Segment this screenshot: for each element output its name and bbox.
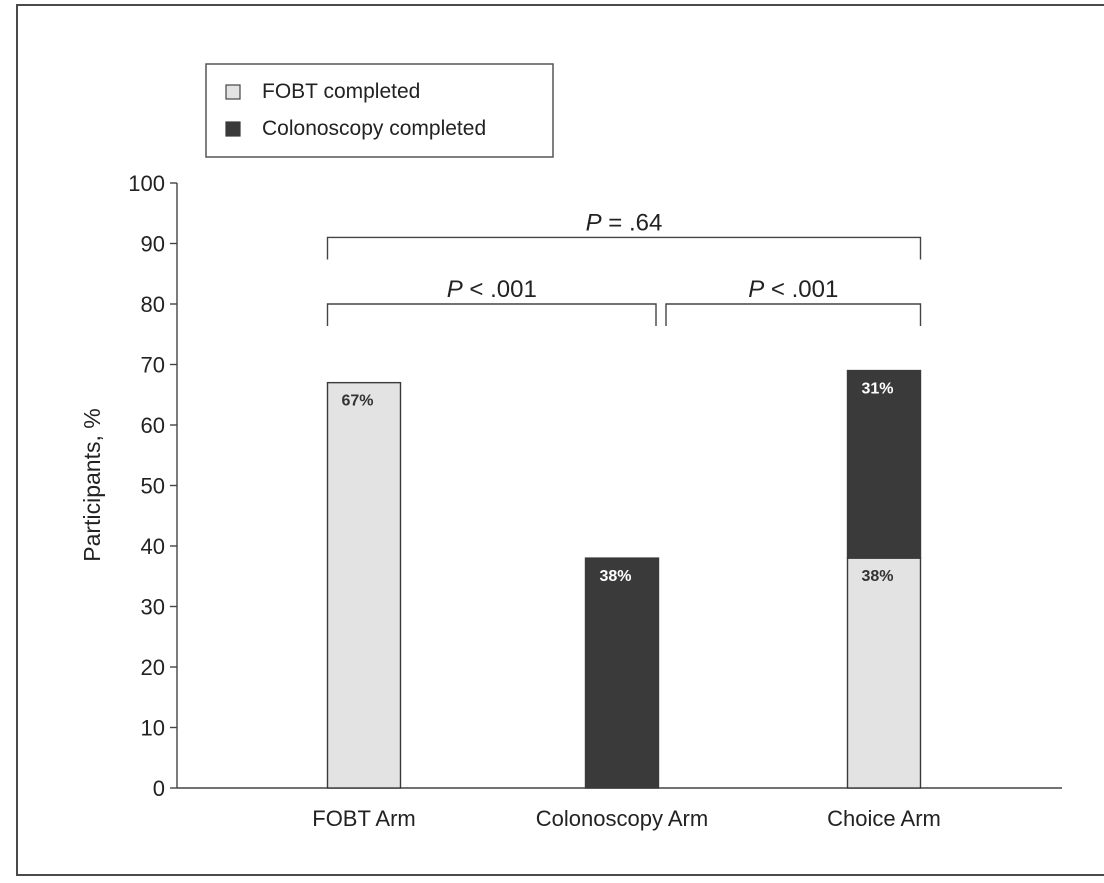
y-axis-label: Participants, % (79, 408, 105, 561)
p-operator: < (463, 276, 490, 303)
bar-data-label: 38% (600, 568, 632, 585)
y-tick-label: 90 (141, 232, 165, 257)
p-value: .001 (792, 276, 839, 303)
bar-data-label: 67% (342, 393, 374, 410)
p-symbol: P (586, 209, 602, 236)
y-ticks: 0 10 20 30 40 50 60 70 80 90 100 (128, 171, 177, 801)
y-tick-label: 60 (141, 413, 165, 438)
bar-segment (846, 557, 922, 789)
p-value-label: P = .64 (586, 209, 663, 236)
legend-box (205, 63, 554, 158)
bar-data-label: 31% (862, 381, 894, 398)
legend-swatch-colonoscopy (225, 121, 241, 137)
y-tick-label: 40 (141, 534, 165, 559)
bar-segment (584, 557, 660, 789)
p-symbol: P (447, 276, 463, 303)
figure-frame (16, 4, 1104, 876)
y-tick-label: 100 (128, 171, 165, 196)
bar-data-label: 38% (862, 568, 894, 585)
significance-bracket (665, 303, 922, 326)
legend-swatch-fobt (225, 84, 241, 100)
bars: 67% 38% 38% 31% (326, 369, 922, 789)
y-tick-label: 50 (141, 474, 165, 499)
x-tick-label: Colonoscopy Arm (536, 806, 708, 831)
y-tick-label: 70 (141, 353, 165, 378)
significance-brackets: P = .64P < .001 P < .001 (326, 209, 922, 326)
y-tick-label: 20 (141, 655, 165, 680)
significance-bracket (326, 303, 657, 326)
y-tick-label: 0 (153, 776, 165, 801)
y-tick-label: 30 (141, 595, 165, 620)
p-value: .64 (629, 209, 662, 236)
legend-label-fobt: FOBT completed (262, 80, 420, 103)
p-symbol: P (748, 276, 764, 303)
bar-segment (846, 369, 922, 559)
bar-segment (326, 381, 402, 789)
legend-label-colonoscopy: Colonoscopy completed (262, 117, 486, 140)
p-operator: = (602, 209, 629, 236)
p-operator: < (764, 276, 791, 303)
x-tick-label: FOBT Arm (312, 806, 416, 831)
x-tick-labels: FOBT Arm Colonoscopy Arm Choice Arm (312, 806, 941, 831)
legend: FOBT completed Colonoscopy completed (205, 63, 554, 158)
y-tick-label: 80 (141, 292, 165, 317)
p-value: .001 (490, 276, 537, 303)
p-value-label: P < .001 (748, 276, 838, 303)
significance-bracket (326, 236, 922, 260)
p-value-label: P < .001 (447, 276, 537, 303)
x-tick-label: Choice Arm (827, 806, 941, 831)
y-tick-label: 10 (141, 716, 165, 741)
